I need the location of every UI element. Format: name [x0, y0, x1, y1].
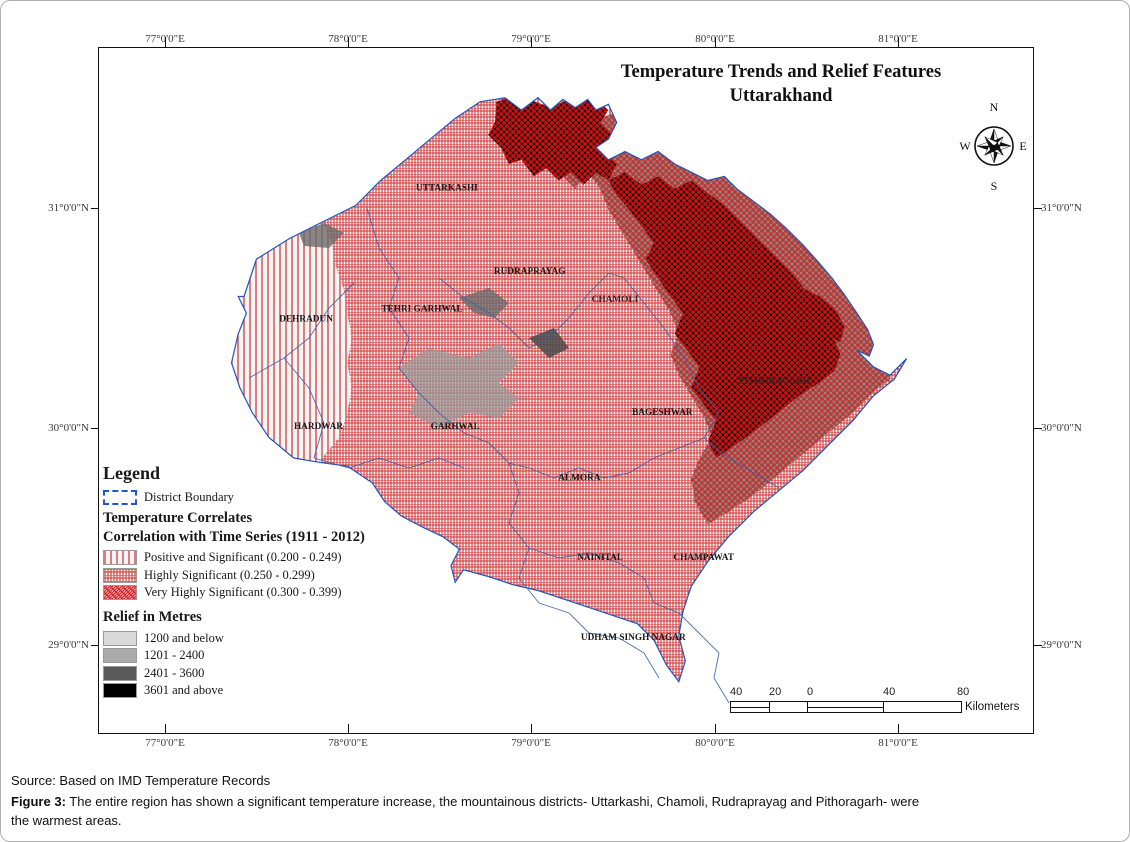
svg-text:DEHRADUN: DEHRADUN — [279, 314, 333, 324]
svg-text:UTTARKASHI: UTTARKASHI — [416, 184, 478, 194]
svg-text:UDHAM SINGH NAGAR: UDHAM SINGH NAGAR — [581, 633, 686, 643]
svg-text:CHAMOLI: CHAMOLI — [592, 295, 639, 305]
svg-text:N: N — [990, 100, 999, 114]
svg-text:CHAMPAWAT: CHAMPAWAT — [673, 553, 734, 563]
svg-text:GARHWAL: GARHWAL — [431, 422, 480, 432]
svg-text:S: S — [991, 179, 998, 192]
svg-text:TEHRI GARHWAL: TEHRI GARHWAL — [381, 304, 462, 314]
svg-text:E: E — [1019, 139, 1026, 153]
svg-text:ALMORA: ALMORA — [558, 473, 601, 483]
svg-text:BAGESHWAR: BAGESHWAR — [632, 408, 693, 418]
svg-text:NAINITAL: NAINITAL — [577, 553, 623, 563]
svg-text:RUDRAPRAYAG: RUDRAPRAYAG — [494, 267, 566, 277]
svg-text:HARDWAR: HARDWAR — [294, 422, 343, 432]
svg-text:PITHORAGARH: PITHORAGARH — [739, 377, 811, 387]
svg-text:W: W — [959, 139, 971, 153]
